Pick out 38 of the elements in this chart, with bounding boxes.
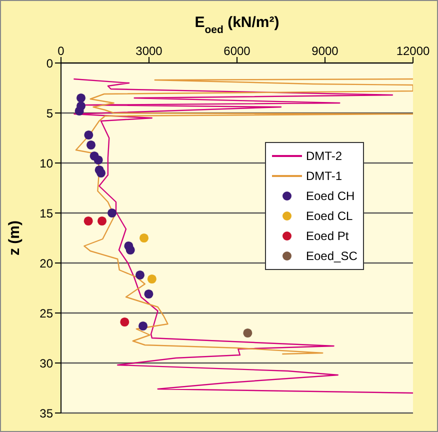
point [126, 245, 135, 255]
legend-label: DMT-1 [306, 169, 342, 183]
x-tick-label: 0 [58, 44, 65, 58]
point [120, 317, 130, 327]
point [147, 274, 156, 284]
legend-label: Eoed_SC [306, 249, 358, 263]
x-tick-label: 9000 [312, 44, 339, 58]
point [144, 289, 154, 299]
point [76, 93, 86, 103]
point [243, 328, 252, 338]
x-axis-title: E$_{oed}$ (kN/m²) [194, 14, 280, 36]
y-tick-label: 10 [40, 156, 54, 170]
x-tick-label: 12000 [396, 44, 430, 58]
point [84, 130, 94, 140]
y-tick-label: 0 [46, 56, 54, 70]
point [96, 168, 106, 178]
point [135, 270, 145, 280]
point [84, 216, 93, 226]
y-tick-label: 5 [46, 106, 54, 120]
point [94, 155, 103, 165]
x-tick-label: 6000 [224, 44, 251, 58]
y-tick-label: 25 [40, 306, 54, 320]
point [86, 140, 96, 150]
y-tick-label: 35 [40, 406, 54, 420]
point [140, 233, 149, 243]
point [74, 106, 84, 116]
legend-label: Eoed Pt [306, 229, 349, 243]
y-tick-label: 20 [40, 256, 54, 270]
point [97, 216, 107, 226]
point [138, 321, 148, 331]
y-tick-label: 30 [40, 356, 54, 370]
legend-label: Eoed CL [306, 209, 353, 223]
y-tick-label: 15 [40, 206, 54, 220]
legend-label: Eoed CH [306, 189, 355, 203]
y-axis-title: z (m) [6, 220, 23, 256]
x-tick-label: 3000 [136, 44, 163, 58]
legend-label: DMT-2 [306, 149, 342, 163]
point [107, 208, 117, 218]
